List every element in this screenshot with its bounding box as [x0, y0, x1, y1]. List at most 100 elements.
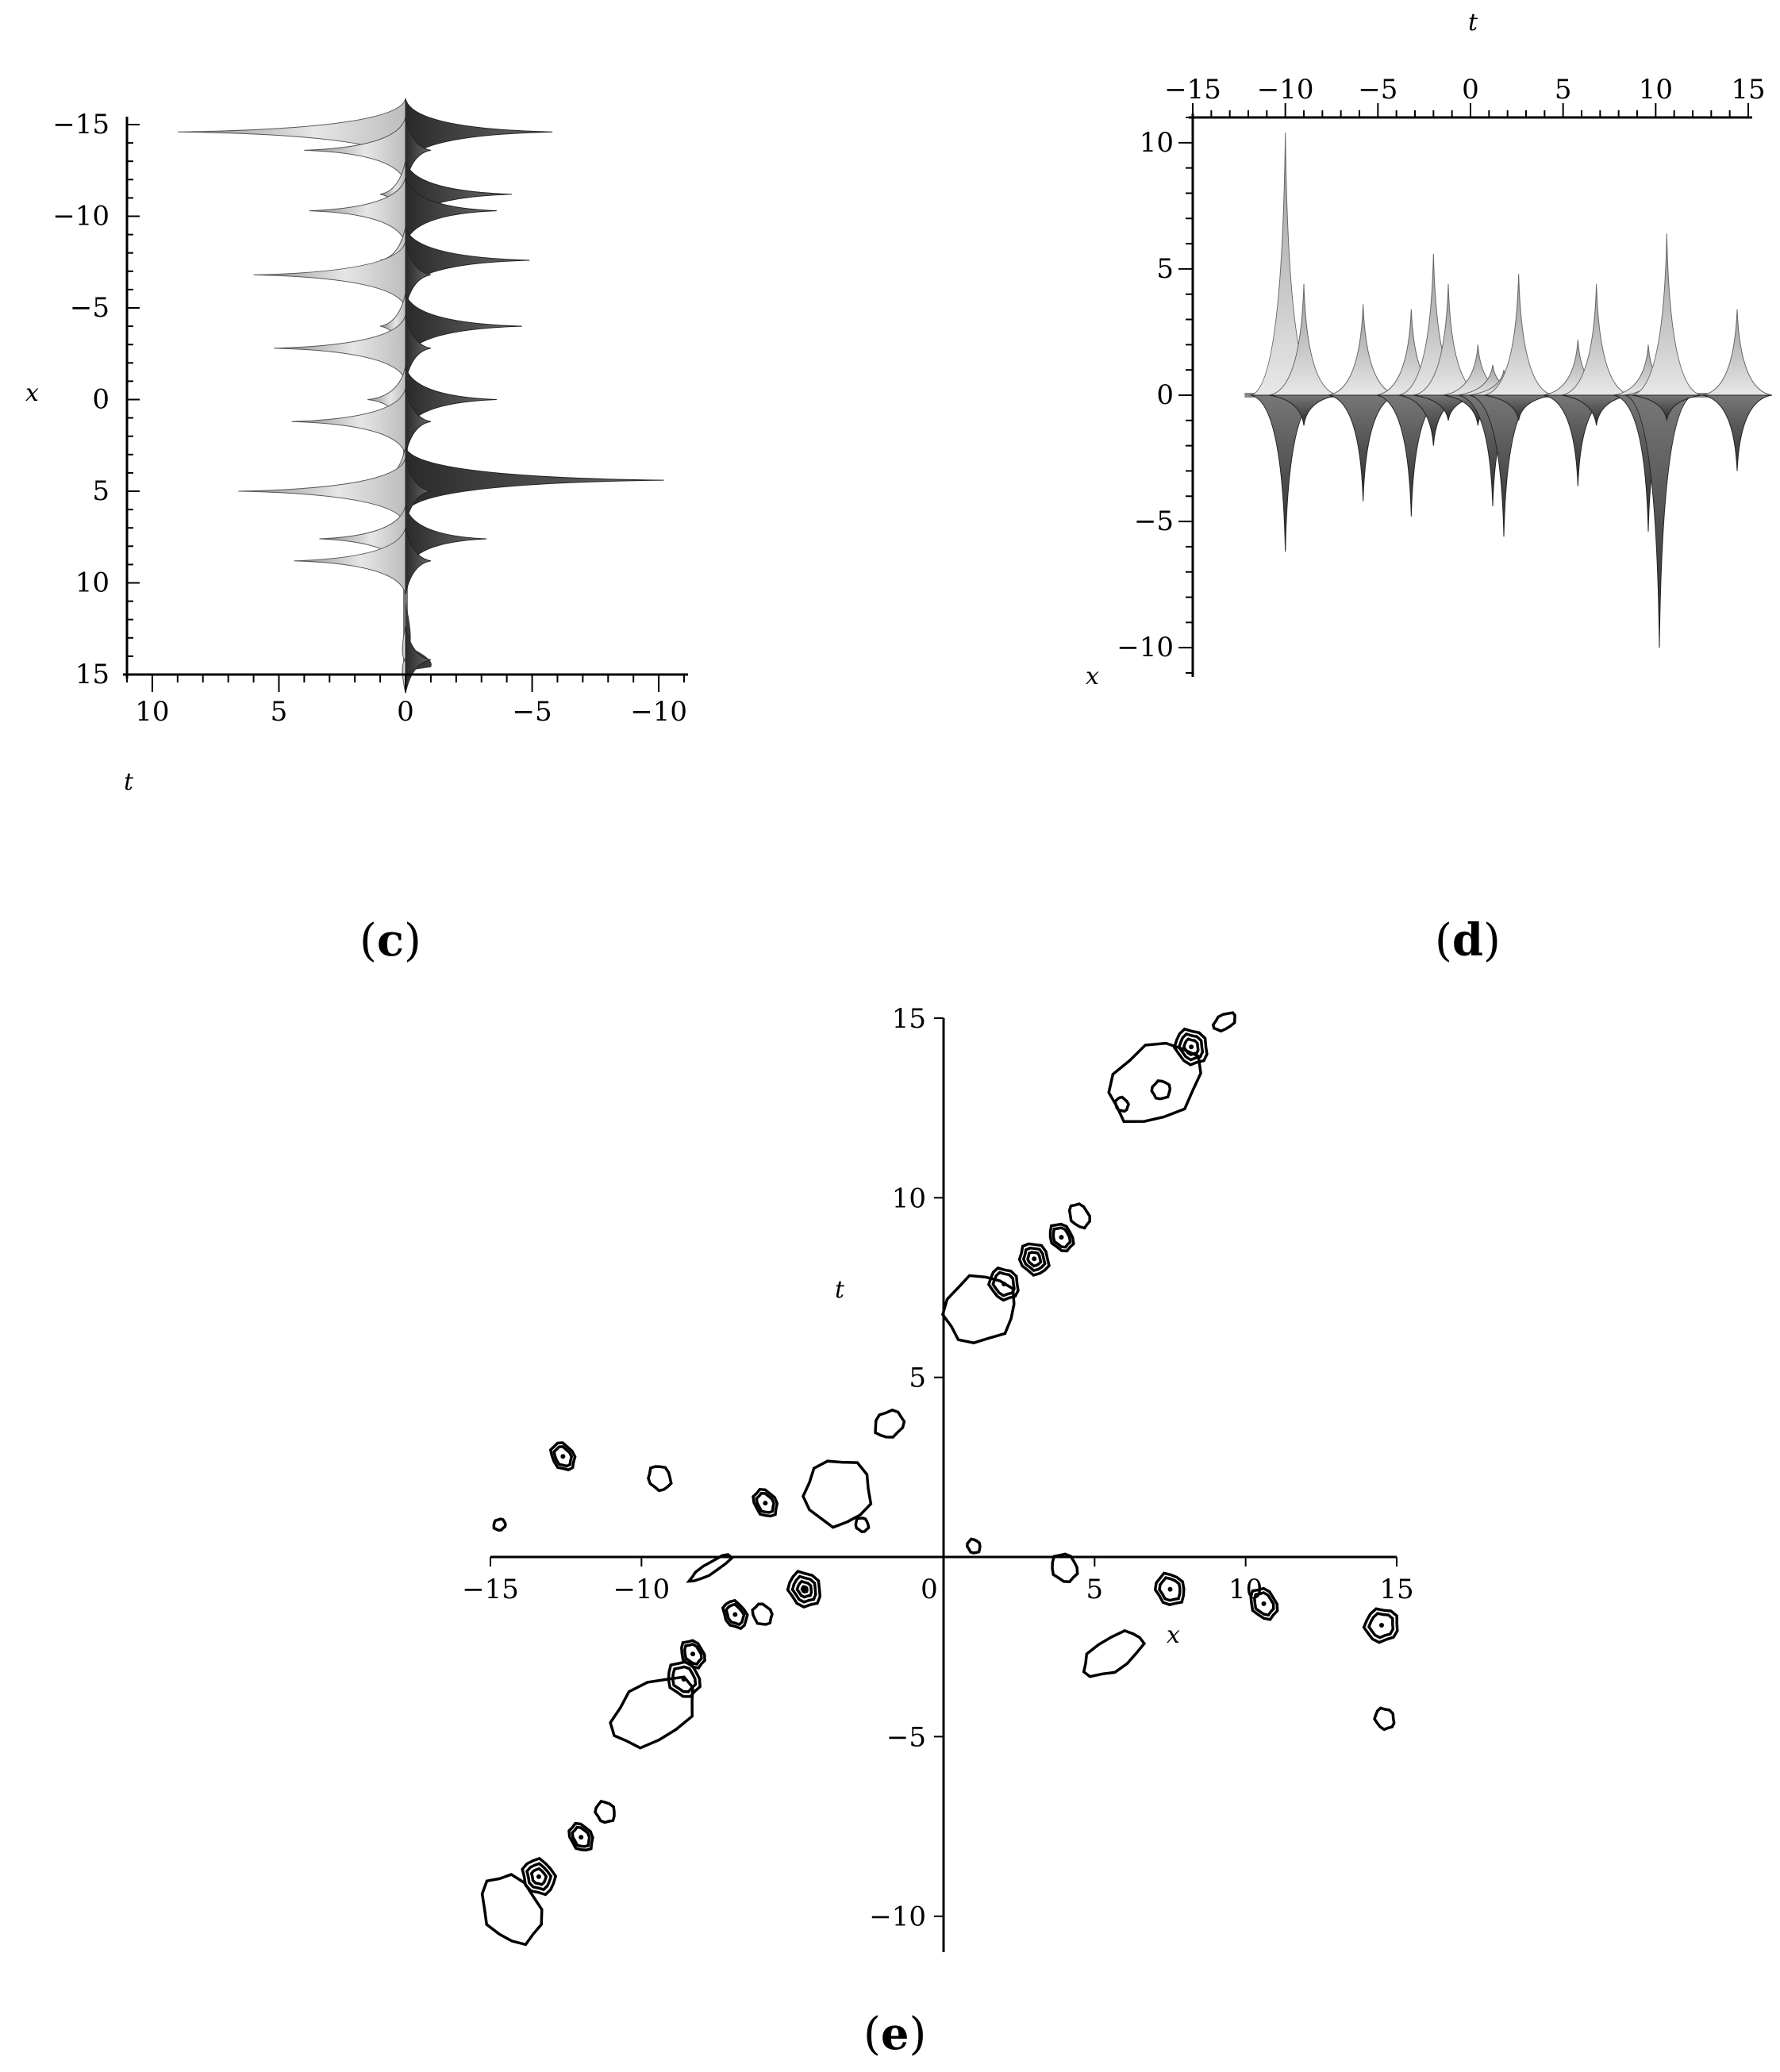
panel-c-y-tick-label: 5 — [92, 475, 110, 507]
panel-c-axes: −15 −10 −5 0 5 10 15 10 5 0 −5 −10 — [52, 109, 688, 728]
panel-e-contour-center — [560, 1454, 566, 1459]
panel-d-spike-down — [1250, 394, 1321, 552]
panel-e-contour — [492, 1517, 507, 1532]
panel-c-spike-right — [405, 626, 431, 694]
panel-c-xlabel: t — [124, 768, 134, 796]
panel-c-spikes — [177, 98, 664, 694]
panel-e-contour — [686, 1553, 735, 1583]
panel-c-spike-left — [253, 241, 406, 309]
panel-e-contour — [1367, 1612, 1395, 1640]
panel-d-spike-down — [1483, 394, 1554, 421]
panel-e-contour — [683, 1643, 703, 1666]
panel-c-spike-right — [405, 527, 431, 594]
panel-e-contour-center — [690, 1651, 696, 1657]
panel-e-contour — [571, 1825, 591, 1848]
panel-e-contour — [802, 1459, 873, 1529]
panel-e-contours — [480, 1011, 1399, 1947]
panel-d-x-tick-label: −15 — [1164, 74, 1221, 106]
panel-e-contour — [1373, 1706, 1396, 1732]
panel-d-y-tick-label: −10 — [1117, 632, 1174, 663]
panel-d-x-tick-label: 10 — [1639, 74, 1673, 106]
panel-e-contour — [1158, 1576, 1182, 1602]
panel-e-x-tick-label: 10 — [1228, 1574, 1263, 1605]
panel-e-contour — [1172, 1027, 1209, 1067]
panel-e-contour-center — [1261, 1601, 1267, 1606]
panel-c-x-tick-label: −10 — [630, 696, 687, 728]
panel-d-x-tick-label: 5 — [1555, 74, 1572, 106]
caption-d: (d) — [1435, 914, 1501, 967]
panel-e-y-tick-label: 10 — [892, 1182, 926, 1214]
panel-e-contour — [1051, 1226, 1072, 1249]
panel-d-spike-up — [1268, 283, 1340, 396]
panel-e-contour — [752, 1487, 779, 1518]
caption-d-letter: d — [1451, 914, 1484, 967]
caption-e: (e) — [863, 2008, 927, 2060]
panel-d-y-tick-label: 5 — [1156, 253, 1174, 285]
panel-d: −15 −10 −5 0 5 10 15 10 5 0 −5 −10 t x — [1086, 9, 1773, 690]
panel-e-x-tick-label: −15 — [462, 1574, 519, 1605]
panel-e-contour — [1177, 1032, 1205, 1062]
panel-e-contour-center — [763, 1501, 768, 1506]
panel-c-spike-left — [304, 117, 406, 184]
caption-e-letter: e — [880, 2008, 909, 2060]
panel-e-contour-center — [1189, 1044, 1194, 1050]
panel-d-x-tick-label: 15 — [1731, 74, 1765, 106]
panel-c-y-tick-label: 15 — [75, 659, 110, 690]
panel-e-contour — [1051, 1552, 1079, 1583]
panel-d-y-tick-label: −5 — [1134, 506, 1174, 537]
panel-d-spike-down — [1328, 394, 1398, 502]
panel-d-y-tick-label: 0 — [1156, 379, 1174, 411]
panel-c-spike-left — [294, 527, 406, 594]
panel-c-x-tick-label: 10 — [135, 696, 169, 728]
panel-c-x-tick-label: 5 — [271, 696, 288, 728]
panel-e-x-tick-label: −10 — [613, 1574, 670, 1605]
panel-c-spike-right — [405, 98, 553, 166]
panel-e-contour — [525, 1862, 553, 1892]
panel-d-ylabel: x — [1086, 663, 1099, 690]
panel-c-spike-left — [309, 177, 406, 244]
panel-d-spike-up — [1632, 233, 1702, 396]
panel-d-y-tick-label: 10 — [1140, 127, 1174, 159]
panel-d-xlabel: t — [1468, 9, 1478, 37]
panel-e-contour — [1249, 1586, 1279, 1621]
panel-e-y-tick-label: −5 — [886, 1721, 926, 1753]
panel-c-spike-right — [405, 241, 431, 309]
panel-e-contour — [1048, 1222, 1075, 1253]
panel-e-contour — [1067, 1202, 1091, 1230]
panel-d-spike-down — [1561, 394, 1632, 426]
panel-d-x-tick-label: −5 — [1358, 74, 1397, 106]
panel-e-contour — [986, 1266, 1020, 1302]
panel-e-y-tick-label: 5 — [909, 1363, 926, 1394]
panel-d-x-tick-label: 0 — [1462, 74, 1479, 106]
caption-c-letter: c — [376, 914, 404, 967]
panel-e-contour — [874, 1409, 906, 1439]
panel-e-contour — [671, 1665, 698, 1693]
panel-e-contour — [755, 1491, 775, 1514]
panel-e-contour — [529, 1866, 548, 1886]
panel-d-axes: −15 −10 −5 0 5 10 15 10 5 0 −5 −10 — [1117, 74, 1766, 677]
panel-e-x-zero-label: 0 — [921, 1574, 938, 1605]
panel-e-contour — [786, 1570, 822, 1609]
panel-e-contour — [548, 1441, 577, 1472]
panel-e-contour — [854, 1517, 871, 1534]
panel-c-spike-left — [291, 388, 406, 456]
panel-c-spike-right — [405, 226, 530, 294]
panel-c-y-tick-label: 0 — [92, 384, 110, 416]
panel-c-x-tick-label: 0 — [397, 696, 414, 728]
panel-e-y-tick-label: −10 — [869, 1901, 926, 1933]
panel-e-contour-center — [579, 1835, 584, 1840]
panel-e-contour — [594, 1799, 616, 1824]
panel-e-contour — [790, 1574, 817, 1604]
panel-d-spike-up — [1701, 309, 1773, 396]
panel-c-y-tick-label: 10 — [75, 567, 110, 599]
panel-e-contour — [1211, 1011, 1236, 1033]
panel-e-contour — [567, 1821, 594, 1852]
panel-c-spike-left — [274, 314, 406, 382]
panel-e-contour — [647, 1465, 673, 1493]
panel-e-contour-center — [1059, 1235, 1064, 1240]
panel-c-x-tick-label: −5 — [512, 696, 552, 728]
panel-e-contour — [552, 1445, 574, 1468]
panel-e-contour — [721, 1598, 749, 1631]
panel-e-contour-center — [802, 1586, 807, 1592]
